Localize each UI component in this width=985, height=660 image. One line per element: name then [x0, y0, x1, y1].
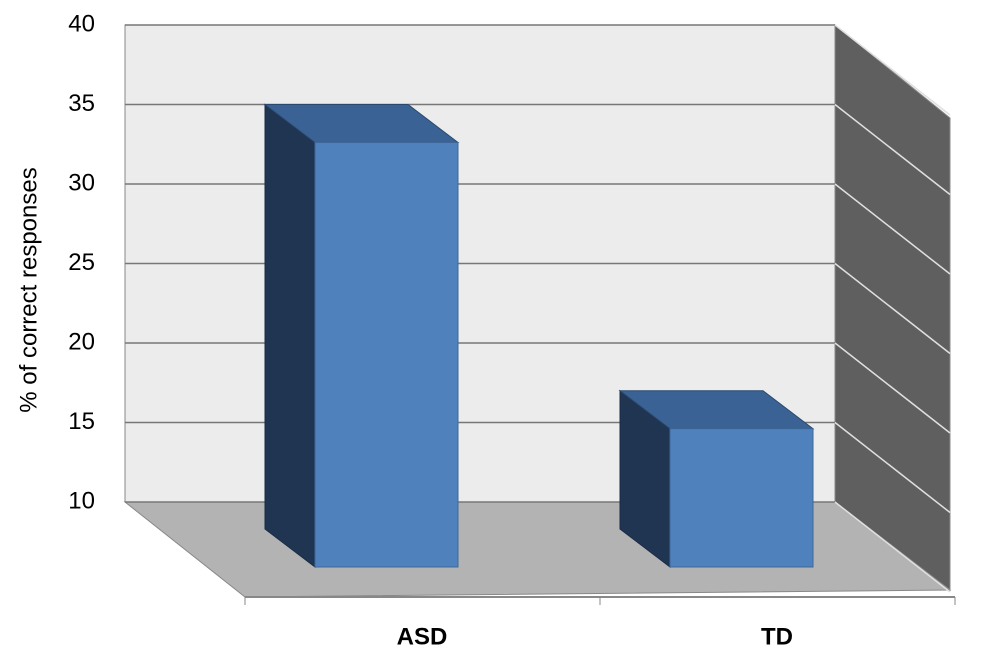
x-tick-label: ASD — [397, 623, 448, 650]
grid-line — [834, 501, 951, 593]
y-axis-label: % of correct responses — [15, 167, 42, 412]
side-wall — [834, 23, 951, 592]
y-tick-label: 35 — [68, 90, 95, 117]
bar — [263, 103, 460, 569]
floor — [123, 501, 952, 598]
y-tick-label: 30 — [68, 169, 95, 196]
y-tick-label: 25 — [68, 249, 95, 276]
bar-front — [314, 142, 459, 568]
x-tick-label: TD — [761, 623, 793, 650]
grid-line — [834, 342, 951, 434]
y-tick-label: 10 — [68, 487, 95, 514]
grid-line — [834, 183, 951, 275]
grid-line — [834, 421, 951, 514]
grid-line — [834, 24, 951, 116]
bar-front — [669, 428, 814, 568]
bar-side — [264, 103, 316, 569]
y-tick-label: 40 — [68, 10, 95, 37]
grid-line — [834, 103, 951, 196]
grid-line — [834, 262, 951, 355]
bar — [618, 389, 815, 569]
y-tick-label: 15 — [68, 408, 95, 435]
y-tick-label: 20 — [68, 328, 95, 355]
